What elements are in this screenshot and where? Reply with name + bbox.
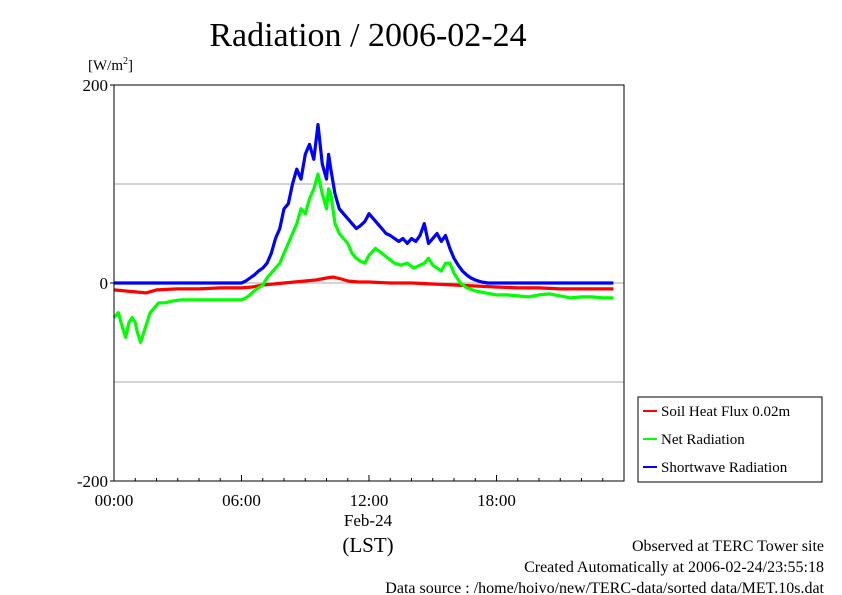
footer-data-source: Data source : /home/hoivo/new/TERC-data/… [385,580,824,595]
x-tick-label: 12:00 [350,491,389,510]
footer-observed: Observed at TERC Tower site [632,538,824,555]
series-line-2 [114,123,614,285]
y-unit-superscript: 2 [123,56,128,67]
legend-label-2: Shortwave Radiation [661,460,788,476]
footer-created: Created Automatically at 2006-02-24/23:5… [524,559,824,576]
x-axis-date-label: Feb-24 [344,511,393,530]
legend-label-1: Net Radiation [661,432,745,448]
x-axis-label: (LST) [342,533,393,557]
legend: Soil Heat Flux 0.02m Net Radiation Shortwa… [637,396,823,483]
x-axis-ticks: 00:00 06:00 12:00 18:00 [95,475,625,510]
y-unit-base: [W/m [88,58,123,74]
series-lines [112,123,614,344]
y-axis-ticks: -200 0 200 [77,76,114,491]
y-axis-unit: [W/m2] [88,56,133,74]
y-tick-label: 200 [83,76,109,95]
x-tick-label: 00:00 [95,491,134,510]
x-tick-label: 18:00 [477,491,516,510]
y-unit-close: ] [128,58,133,74]
legend-box [637,396,823,483]
y-tick-label: -200 [77,472,108,491]
y-tick-label: 0 [100,274,109,293]
series-line-0 [113,275,614,295]
legend-label-0: Soil Heat Flux 0.02m [661,404,791,420]
chart-title: Radiation / 2006-02-24 [209,17,526,54]
x-tick-label: 06:00 [222,491,261,510]
series-line-1 [112,172,614,344]
